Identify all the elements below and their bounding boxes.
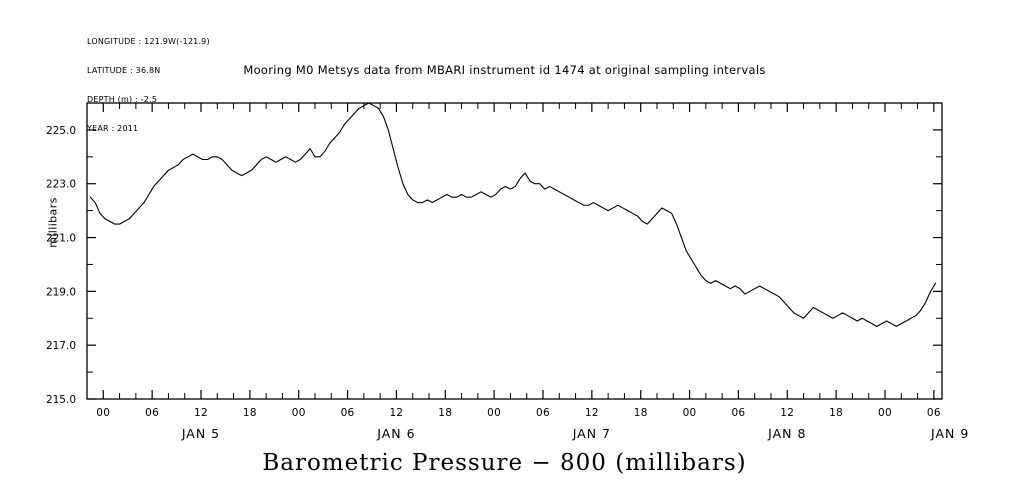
metadata-depth: DEPTH (m) : -2.5 [87,94,158,104]
x-tick-label-day: JAN 9 [930,426,969,441]
x-tick-label-hour: 12 [780,407,794,419]
x-tick-label-hour: 00 [683,407,697,419]
y-tick-label: 217.0 [46,340,76,352]
y-tick-label: 223.0 [46,179,76,191]
metadata-year: YEAR : 2011 [87,123,139,133]
x-tick-label-hour: 18 [243,407,257,419]
x-tick-label-day: JAN 8 [767,426,806,441]
x-tick-label-hour: 12 [194,407,208,419]
x-tick-label-hour: 12 [389,407,403,419]
y-tick-label: 221.0 [46,233,76,245]
x-tick-label-hour: 06 [536,407,550,419]
x-tick-label-hour: 18 [634,407,648,419]
x-tick-label-hour: 00 [878,407,892,419]
x-tick-label-hour: 18 [829,407,843,419]
x-tick-label-day: JAN 7 [572,426,611,441]
x-tick-label-hour: 00 [96,407,110,419]
x-tick-label-day: JAN 5 [181,426,220,441]
data-series-line [89,102,937,327]
y-tick-label: 225.0 [46,125,76,137]
x-tick-label-hour: 00 [292,407,306,419]
plot-frame [86,102,943,400]
x-tick-label-hour: 06 [927,407,941,419]
x-tick-label-hour: 06 [731,407,745,419]
x-tick-label-hour: 00 [487,407,501,419]
x-tick-label-hour: 06 [145,407,159,419]
metadata-block: LONGITUDE : 121.9W(-121.9) LATITUDE : 36… [87,18,210,152]
chart-title: Mooring M0 Metsys data from MBARI instru… [243,63,766,77]
bottom-axis-title: Barometric Pressure − 800 (millibars) [262,450,747,476]
x-tick-label-hour: 12 [585,407,599,419]
y-tick-label: 215.0 [46,394,76,406]
metadata-latitude: LATITUDE : 36.8N [87,65,161,75]
x-tick-label-hour: 06 [341,407,355,419]
x-tick-label-hour: 18 [438,407,452,419]
x-tick-label-day: JAN 6 [376,426,415,441]
y-tick-label: 219.0 [46,286,76,298]
metadata-longitude: LONGITUDE : 121.9W(-121.9) [87,37,210,47]
